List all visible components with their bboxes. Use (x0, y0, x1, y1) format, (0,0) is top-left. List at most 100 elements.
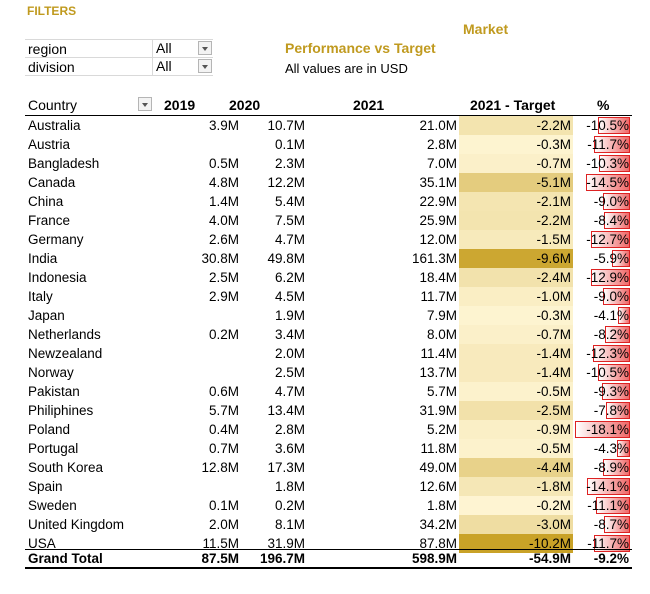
country-cell: Germany (28, 232, 84, 247)
table-row: Newzealand 2.0M 11.4M -1.4M -12.3% (25, 344, 632, 363)
value-2021-cell: 13.7M (419, 365, 457, 380)
table-row: Indonesia 2.5M 6.2M 18.4M -2.4M -12.9% (25, 268, 632, 287)
target-heat-cell (459, 325, 573, 344)
percent-cell: -9.0% (593, 194, 629, 209)
value-2021-cell: 1.8M (426, 498, 457, 513)
target-heat-cell (459, 268, 573, 287)
target-heat-cell (459, 401, 573, 420)
value-2019-cell: 2.5M (208, 270, 239, 285)
percent-data-bar (598, 364, 630, 381)
percent-cell: -12.9% (586, 270, 629, 285)
percent-data-bar (605, 326, 630, 343)
grand-total-row: Grand Total 87.5M 196.7M 598.9M -54.9M -… (25, 549, 632, 568)
value-2021-cell: 2.8M (426, 137, 457, 152)
percent-cell: -11.1% (587, 498, 629, 513)
target-heat-cell (459, 135, 573, 154)
value-2019-cell: 0.1M (208, 498, 239, 513)
country-filter-button[interactable] (138, 97, 152, 111)
value-2020-cell: 6.2M (274, 270, 305, 285)
value-2020-cell: 2.0M (274, 346, 305, 361)
value-2020-cell: 2.5M (274, 365, 305, 380)
page-title: Performance vs Target (285, 40, 436, 56)
target-heat-cell (459, 515, 573, 534)
percent-cell: -9.0% (593, 289, 629, 304)
percent-data-bar (591, 269, 630, 286)
value-2019-cell: 0.2M (208, 327, 239, 342)
value-2020-cell: 7.5M (274, 213, 305, 228)
value-2020-cell: 0.1M (274, 137, 305, 152)
table-row: Sweden 0.1M 0.2M 1.8M -0.2M -11.1% (25, 496, 632, 515)
column-header-2021: 2021 (353, 97, 385, 113)
value-2020-cell: 31.9M (267, 536, 305, 551)
percent-cell: -14.1% (586, 479, 629, 494)
value-2020-cell: 12.2M (267, 175, 305, 190)
country-cell: Netherlands (28, 327, 101, 342)
table-row: Netherlands 0.2M 3.4M 8.0M -0.7M -8.2% (25, 325, 632, 344)
table-row: Portugal 0.7M 3.6M 11.8M -0.5M -4.3% (25, 439, 632, 458)
target-diff-cell: -1.4M (536, 365, 571, 380)
value-2020-cell: 13.4M (267, 403, 305, 418)
table-row: USA 11.5M 31.9M 87.8M -10.2M -11.7% (25, 534, 632, 553)
grand-total-top-border (25, 549, 632, 550)
value-2020-cell: 1.8M (274, 479, 305, 494)
percent-data-bar (603, 193, 630, 210)
percent-cell: -10.3% (586, 156, 629, 171)
value-2019-cell: 4.0M (208, 213, 239, 228)
table-row: Norway 2.5M 13.7M -1.4M -10.5% (25, 363, 632, 382)
country-cell: Pakistan (28, 384, 80, 399)
value-2019-cell: 11.5M (202, 536, 239, 551)
value-2019-cell: 0.7M (208, 441, 239, 456)
table-row: Canada 4.8M 12.2M 35.1M -5.1M -14.5% (25, 173, 632, 192)
value-2020-cell: 5.4M (274, 194, 305, 209)
country-cell: India (28, 251, 58, 266)
target-heat-cell (459, 534, 573, 553)
value-2021-cell: 34.2M (419, 517, 457, 532)
country-cell: Spain (28, 479, 63, 494)
table-row: Spain 1.8M 12.6M -1.8M -14.1% (25, 477, 632, 496)
percent-data-bar (604, 516, 630, 533)
value-2020-cell: 0.2M (274, 498, 305, 513)
target-heat-cell (459, 287, 573, 306)
division-dropdown-button[interactable] (198, 59, 212, 73)
filter-region: region All (25, 39, 213, 58)
country-cell: United Kingdom (28, 517, 125, 532)
target-diff-cell: -0.3M (536, 308, 571, 323)
target-diff-cell: -9.6M (536, 251, 571, 266)
table-row: United Kingdom 2.0M 8.1M 34.2M -3.0M -8.7% (25, 515, 632, 534)
table-row: South Korea 12.8M 17.3M 49.0M -4.4M -8.9% (25, 458, 632, 477)
value-2021-cell: 12.6M (419, 479, 457, 494)
grand-total-2021: 598.9M (411, 551, 457, 566)
target-heat-cell (459, 230, 573, 249)
region-dropdown-button[interactable] (198, 41, 212, 55)
percent-data-bar (591, 231, 630, 248)
value-2021-cell: 18.4M (419, 270, 457, 285)
percent-data-bar (596, 497, 630, 514)
target-heat-cell (459, 363, 573, 382)
value-2019-cell: 0.6M (208, 384, 239, 399)
table-row: Italy 2.9M 4.5M 11.7M -1.0M -9.0% (25, 287, 632, 306)
value-2021-cell: 7.9M (426, 308, 457, 323)
target-diff-cell: -0.5M (536, 441, 571, 456)
target-diff-cell: -2.2M (536, 118, 571, 133)
target-diff-cell: -1.5M (536, 232, 571, 247)
target-heat-cell (459, 173, 573, 192)
percent-data-bar (586, 174, 630, 191)
percent-data-bar (594, 535, 630, 552)
value-2019-cell: 2.6M (208, 232, 239, 247)
target-diff-cell: -0.9M (536, 422, 571, 437)
percent-cell: -4.3% (593, 441, 629, 456)
column-header-target: 2021 - Target (470, 97, 556, 113)
target-diff-cell: -1.4M (536, 346, 571, 361)
percent-data-bar (617, 440, 630, 457)
country-cell: China (28, 194, 64, 209)
value-2019-cell: 1.4M (208, 194, 239, 209)
value-2021-cell: 31.9M (419, 403, 457, 418)
target-diff-cell: -4.4M (536, 460, 571, 475)
value-2020-cell: 49.8M (267, 251, 305, 266)
value-2020-cell: 10.7M (267, 118, 305, 133)
filter-division: division All (25, 58, 213, 76)
column-header-2020: 2020 (229, 97, 261, 113)
percent-data-bar (602, 383, 630, 400)
table-row: India 30.8M 49.8M 161.3M -9.6M -5.9% (25, 249, 632, 268)
value-2019-cell: 3.9M (208, 118, 239, 133)
